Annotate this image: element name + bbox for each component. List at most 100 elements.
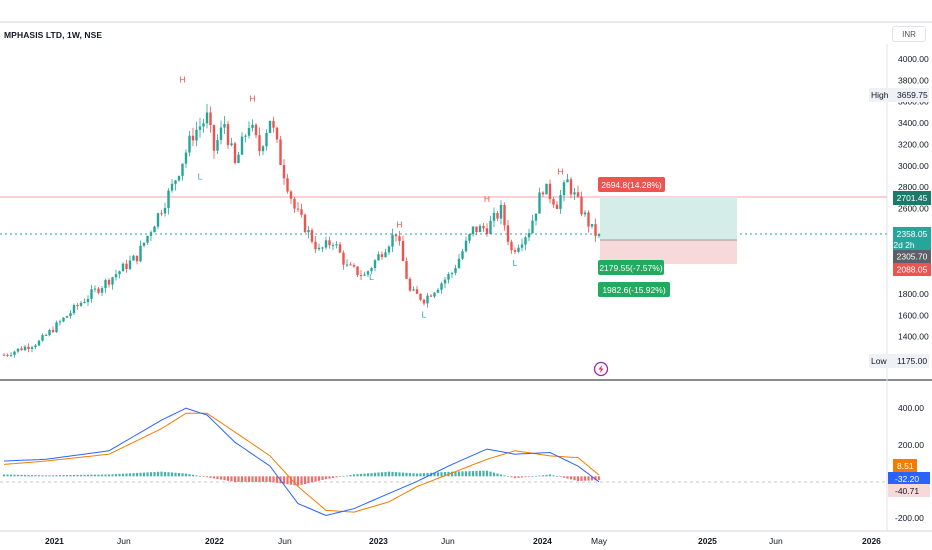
stop-label-1[interactable]: 2179.55(-7.57%) — [598, 260, 664, 275]
candle-body — [230, 143, 233, 146]
candle-body — [51, 330, 55, 333]
macd-signal-line — [3, 412, 600, 513]
candle-body — [286, 178, 289, 192]
time-label-2025: 2025 — [698, 536, 717, 546]
candle-body — [20, 348, 23, 351]
macd-histogram-bar — [594, 476, 597, 481]
candle-body — [93, 288, 97, 290]
candle-body — [13, 351, 16, 356]
macd-histogram-bar — [23, 474, 27, 477]
macd-histogram-bar — [55, 475, 58, 477]
macd-histogram-bar — [499, 474, 503, 477]
macd-histogram-bar — [118, 473, 121, 477]
macd-histogram-bar — [478, 470, 482, 477]
position-target-zone[interactable] — [600, 197, 737, 240]
macd-histogram-bar — [597, 476, 601, 481]
macd-histogram-bar — [107, 474, 111, 477]
candle-body — [125, 263, 128, 269]
macd-histogram-bar — [468, 471, 471, 477]
macd-histogram-bar — [415, 473, 419, 477]
candle-body — [415, 289, 419, 294]
macd-histogram-bar — [531, 476, 534, 477]
flash-icon[interactable] — [593, 361, 609, 377]
macd-histogram-bar — [387, 471, 391, 477]
macd-histogram-bar — [132, 473, 135, 477]
candle-body — [6, 354, 9, 356]
target-label-text: 2694.8(14.28%) — [601, 180, 662, 190]
macd-histogram-bar — [286, 476, 289, 485]
macd-signal-badge: 8.51 — [893, 459, 917, 472]
macd-histogram-bar — [335, 476, 338, 478]
candle-body — [307, 230, 310, 233]
macd-histogram-bar — [426, 472, 429, 477]
macd-histogram-bar — [272, 476, 275, 483]
candle-body — [587, 212, 590, 227]
macd-histogram-bar — [233, 476, 237, 482]
candle-body — [118, 271, 121, 275]
currency-label[interactable]: INR — [892, 26, 926, 42]
macd-histogram-bar — [506, 476, 510, 477]
candle-body — [408, 278, 412, 291]
candle-body — [247, 127, 251, 136]
candle-body — [83, 302, 86, 304]
candle-body — [272, 120, 275, 128]
macd-histogram-bar — [216, 476, 219, 480]
macd-histogram-bar — [69, 475, 72, 477]
candle-body — [576, 192, 580, 197]
candle-body — [377, 254, 380, 261]
candle-body — [79, 302, 83, 306]
candle-body — [534, 213, 538, 221]
macd-histogram-bar — [548, 474, 552, 477]
macd-histogram-bar — [240, 476, 244, 482]
candle-body — [468, 234, 471, 241]
candle-body — [370, 268, 373, 272]
macd-histogram-bar — [454, 471, 457, 477]
candle-body — [412, 289, 415, 291]
candle-body — [440, 283, 443, 290]
macd-histogram-bar — [464, 471, 468, 477]
candle-body — [597, 234, 601, 236]
macd-histogram-bar — [373, 472, 377, 477]
macd-histogram-bar — [349, 475, 352, 477]
macd-histogram-bar — [359, 473, 363, 477]
macd-histogram-bar — [450, 471, 454, 477]
target-label[interactable]: 2694.8(14.28%) — [598, 177, 665, 192]
time-axis[interactable]: 2021 Jun 2022 Jun 2023 Jun 2024 May 2025… — [45, 536, 881, 546]
candle-body — [478, 225, 482, 233]
candle-body — [195, 129, 198, 141]
time-label-2022: 2022 — [205, 536, 224, 546]
macd-histogram-bar — [212, 476, 216, 479]
candle-body — [121, 263, 125, 272]
macd-histogram-bar — [251, 476, 254, 482]
high-label-box: High 3659.75 — [869, 88, 929, 102]
stop-label-2[interactable]: 1982.6(-15.92%) — [598, 282, 670, 297]
candle-body — [328, 240, 331, 246]
candle-body — [139, 245, 142, 262]
candle-body — [562, 182, 566, 196]
candle-body — [76, 305, 79, 307]
macd-histogram-bar — [76, 474, 79, 477]
macd-histogram-bar — [314, 476, 317, 482]
macd-histogram-bar — [443, 472, 447, 477]
candle-body — [503, 205, 506, 226]
macd-histogram-bar — [153, 472, 156, 477]
candle-body — [510, 241, 513, 251]
macd-histogram-bar — [573, 476, 576, 481]
candle-body — [461, 251, 464, 259]
low-label-box: Low 1175.00 — [869, 354, 929, 368]
macd-axis[interactable]: 400.00 200.00 -200.00 — [895, 403, 924, 523]
macd-histogram-bar — [419, 473, 422, 477]
candle-body — [282, 164, 286, 179]
pattern-marker-high: H — [179, 74, 185, 84]
candle-body — [555, 204, 559, 209]
candle-body — [212, 125, 216, 151]
macd-histogram-bar — [422, 473, 426, 477]
price-tick: 4000.00 — [898, 54, 929, 64]
macd-histogram-bar — [405, 472, 408, 477]
candle-body — [62, 317, 65, 322]
stop-price-text: 2088.05 — [897, 265, 928, 275]
price-tick: 3000.00 — [898, 161, 929, 171]
time-label-jun-2025: Jun — [769, 536, 783, 546]
